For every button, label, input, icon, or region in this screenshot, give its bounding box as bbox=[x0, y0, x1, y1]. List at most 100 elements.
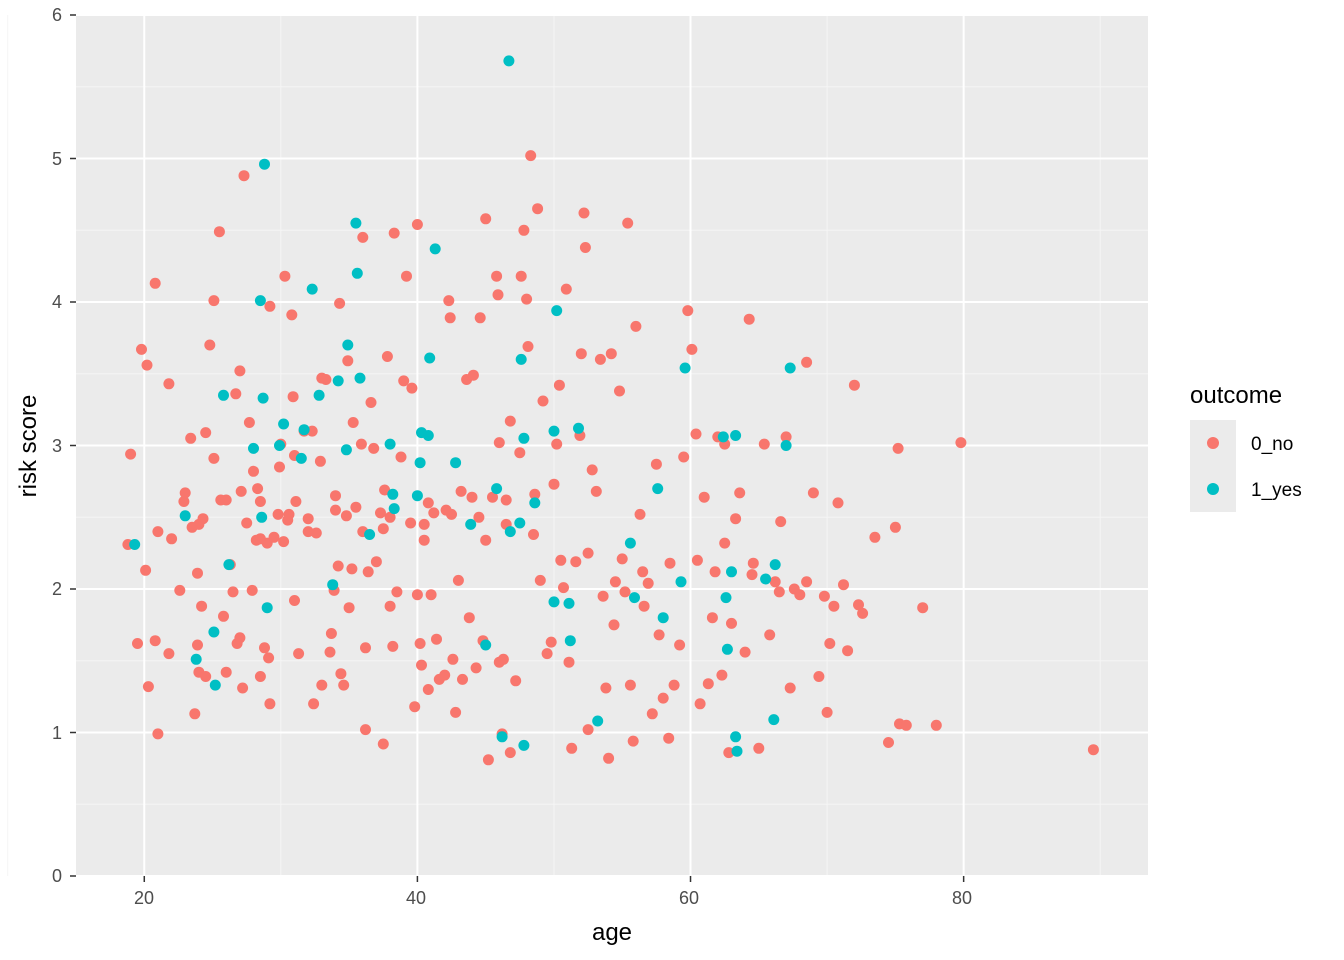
point-0-no bbox=[149, 277, 161, 289]
point-1-yes bbox=[256, 511, 268, 523]
point-0-no bbox=[548, 478, 560, 490]
point-0-no bbox=[234, 365, 246, 377]
point-0-no bbox=[342, 355, 354, 367]
point-0-no bbox=[686, 343, 698, 355]
point-1-yes bbox=[518, 432, 530, 444]
point-0-no bbox=[955, 437, 967, 449]
point-1-yes bbox=[548, 425, 560, 437]
point-0-no bbox=[883, 737, 894, 748]
point-0-no bbox=[282, 514, 294, 526]
point-1-yes bbox=[491, 483, 503, 495]
point-0-no bbox=[775, 516, 787, 528]
point-0-no bbox=[657, 692, 669, 704]
point-0-no bbox=[218, 610, 229, 622]
point-0-no bbox=[340, 510, 352, 522]
point-0-no bbox=[365, 397, 377, 408]
point-0-no bbox=[566, 742, 578, 754]
point-1-yes bbox=[298, 424, 310, 436]
point-0-no bbox=[406, 382, 418, 394]
point-0-no bbox=[522, 341, 534, 352]
point-1-yes bbox=[504, 526, 516, 538]
point-0-no bbox=[663, 732, 675, 744]
point-0-no bbox=[330, 504, 341, 516]
point-0-no bbox=[409, 701, 421, 713]
point-0-no bbox=[514, 447, 526, 459]
point-0-no bbox=[467, 369, 479, 381]
point-0-no bbox=[395, 451, 407, 463]
point-0-no bbox=[784, 682, 796, 694]
point-0-no bbox=[857, 607, 869, 619]
point-1-yes bbox=[209, 679, 221, 691]
point-0-no bbox=[534, 574, 546, 586]
point-0-no bbox=[320, 374, 332, 385]
point-1-yes bbox=[332, 375, 344, 387]
point-1-yes bbox=[769, 559, 781, 571]
point-1-yes bbox=[730, 430, 742, 441]
point-0-no bbox=[482, 754, 494, 766]
point-1-yes bbox=[563, 597, 575, 609]
point-0-no bbox=[422, 684, 434, 695]
y-tick-label: 1 bbox=[52, 723, 62, 743]
point-1-yes bbox=[518, 739, 530, 751]
point-0-no bbox=[594, 353, 606, 365]
point-0-no bbox=[653, 629, 665, 641]
point-0-no bbox=[230, 388, 242, 400]
point-1-yes bbox=[340, 444, 352, 456]
point-0-no bbox=[174, 584, 186, 596]
point-0-no bbox=[234, 632, 246, 644]
point-0-no bbox=[497, 653, 509, 665]
point-1-yes bbox=[675, 576, 687, 588]
point-1-yes bbox=[387, 488, 399, 500]
point-0-no bbox=[279, 270, 291, 282]
point-0-no bbox=[605, 348, 617, 360]
point-1-yes bbox=[424, 352, 436, 364]
point-0-no bbox=[189, 708, 201, 720]
point-0-no bbox=[416, 659, 427, 671]
point-0-no bbox=[570, 556, 582, 568]
point-0-no bbox=[590, 485, 602, 497]
x-tick-label: 40 bbox=[406, 888, 426, 908]
point-0-no bbox=[235, 485, 247, 497]
point-0-no bbox=[563, 656, 575, 668]
point-0-no bbox=[163, 648, 175, 660]
point-0-no bbox=[528, 529, 539, 540]
point-0-no bbox=[515, 270, 527, 282]
point-0-no bbox=[558, 582, 569, 594]
point-0-no bbox=[616, 553, 628, 565]
point-0-no bbox=[443, 295, 455, 307]
point-0-no bbox=[603, 752, 615, 764]
point-0-no bbox=[646, 708, 658, 720]
point-0-no bbox=[674, 639, 686, 651]
point-1-yes bbox=[190, 653, 202, 665]
point-0-no bbox=[179, 487, 191, 499]
point-0-no bbox=[794, 589, 806, 601]
y-axis-title: risk score bbox=[15, 395, 42, 498]
point-0-no bbox=[286, 309, 298, 321]
point-0-no bbox=[753, 742, 765, 754]
point-1-yes bbox=[717, 431, 729, 443]
point-0-no bbox=[807, 487, 819, 499]
point-0-no bbox=[166, 533, 178, 545]
point-0-no bbox=[525, 150, 537, 162]
point-0-no bbox=[698, 491, 710, 503]
point-0-no bbox=[586, 464, 598, 476]
point-1-yes bbox=[411, 490, 423, 502]
point-0-no bbox=[411, 589, 423, 601]
point-1-yes bbox=[496, 731, 508, 743]
point-0-no bbox=[347, 417, 359, 428]
legend-title: outcome bbox=[1190, 382, 1282, 409]
point-0-no bbox=[492, 289, 504, 301]
point-1-yes bbox=[548, 596, 560, 608]
point-1-yes bbox=[354, 372, 366, 384]
point-1-yes bbox=[480, 639, 492, 651]
point-1-yes bbox=[515, 353, 527, 365]
point-1-yes bbox=[592, 715, 604, 727]
point-0-no bbox=[360, 642, 371, 654]
point-0-no bbox=[272, 508, 284, 520]
point-0-no bbox=[444, 312, 456, 324]
point-0-no bbox=[801, 356, 813, 368]
point-1-yes bbox=[450, 457, 462, 469]
point-1-yes bbox=[551, 305, 563, 317]
point-0-no bbox=[254, 671, 266, 682]
point-0-no bbox=[278, 536, 290, 548]
